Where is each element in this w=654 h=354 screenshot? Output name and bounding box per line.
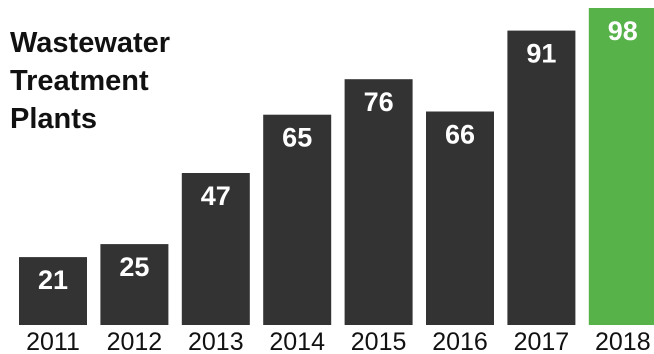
data-label-2011: 21 xyxy=(38,265,68,295)
bar-2012 xyxy=(100,244,169,325)
x-tick-label-2011: 2011 xyxy=(26,328,80,354)
data-label-2018: 98 xyxy=(608,16,638,46)
bar-2018 xyxy=(588,8,654,325)
data-label-2012: 25 xyxy=(119,252,149,282)
chart-title-line-2: Treatment xyxy=(10,65,149,97)
data-label-2013: 47 xyxy=(201,181,231,211)
x-axis-ticks: 2011 2012 2013 2014 2015 2016 2017 2018 xyxy=(26,328,650,354)
x-tick-label-2013: 2013 xyxy=(188,328,244,354)
x-tick-label-2014: 2014 xyxy=(269,328,325,354)
data-label-2014: 65 xyxy=(282,123,312,153)
bar-2011 xyxy=(19,257,87,325)
data-label-2015: 76 xyxy=(364,87,394,117)
chart-title: Wastewater Treatment Plants xyxy=(10,24,170,138)
bars-group: 21 25 47 65 76 66 91 98 xyxy=(19,8,654,325)
bar-2013 xyxy=(181,173,250,325)
x-tick-label-2015: 2015 xyxy=(351,328,407,354)
chart-title-line-3: Plants xyxy=(10,103,98,135)
bar-2016 xyxy=(426,111,494,325)
bar-2014 xyxy=(263,114,332,325)
x-tick-label-2012: 2012 xyxy=(107,328,163,354)
x-tick-label-2018: 2018 xyxy=(595,328,651,354)
data-label-2017: 91 xyxy=(526,39,556,69)
chart-title-line-1: Wastewater xyxy=(10,27,171,59)
data-label-2016: 66 xyxy=(445,120,475,150)
bar-2017 xyxy=(507,30,576,325)
bar-2015 xyxy=(344,79,413,325)
x-tick-label-2017: 2017 xyxy=(514,328,570,354)
x-tick-label-2016: 2016 xyxy=(432,328,488,354)
